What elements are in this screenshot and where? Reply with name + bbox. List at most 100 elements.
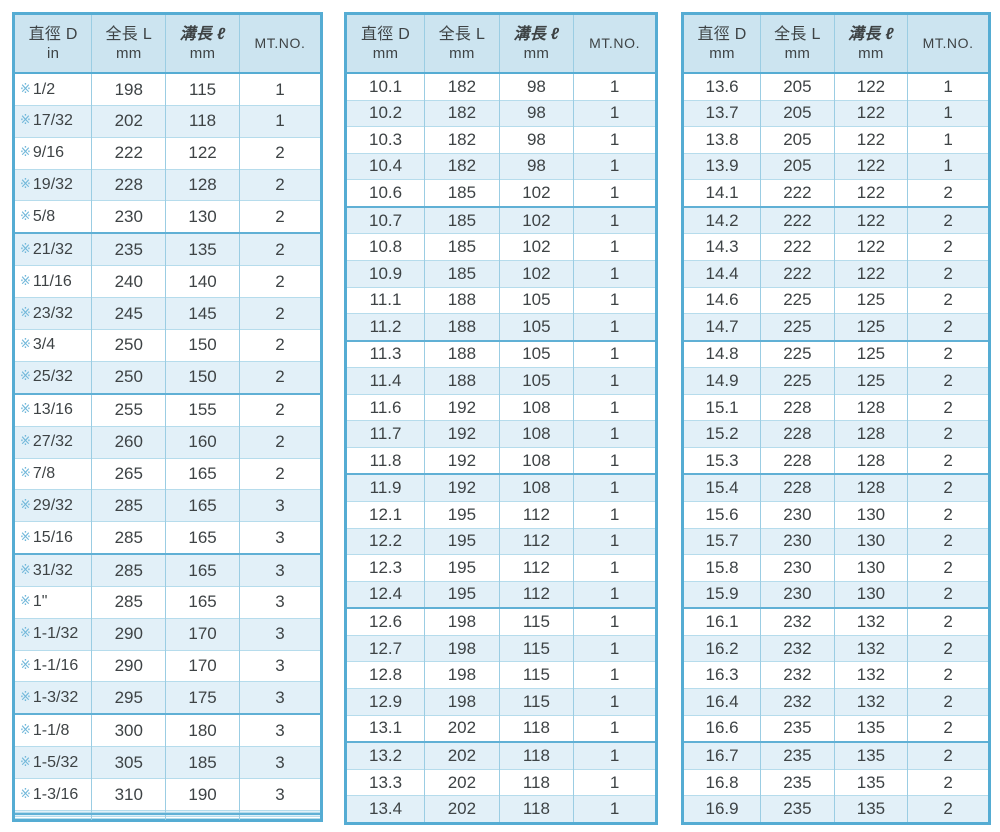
flute-length-cell: 115 — [498, 634, 574, 662]
mt-no-cell: 3 — [238, 746, 320, 779]
diameter-cell: 14.8 — [684, 340, 761, 368]
diameter-cell: ※ 21/32 — [15, 232, 92, 266]
diameter-cell: ※ 31/32 — [15, 553, 92, 587]
mt-no-cell: 2 — [907, 768, 988, 796]
header-diameter-unit: mm — [372, 44, 399, 62]
table-row: 10.4 182 98 1 — [347, 152, 655, 180]
table-row: 16.1 232 132 2 — [684, 607, 988, 636]
flute-length-cell: 165 — [165, 457, 240, 490]
reference-marker-icon: ※ — [20, 528, 31, 544]
mt-no-cell — [238, 817, 320, 819]
flute-length-cell: 112 — [498, 554, 574, 582]
table-row: ※ 27/32 260 160 2 — [15, 425, 320, 459]
diameter-cell: 11.7 — [347, 420, 425, 448]
table-row: 15.6 230 130 2 — [684, 501, 988, 529]
mt-no-cell: 2 — [907, 687, 988, 715]
flute-length-cell: 160 — [165, 425, 240, 459]
overall-length-cell: 195 — [424, 580, 500, 610]
mt-no-cell: 2 — [907, 233, 988, 261]
table-row: 13.8 205 122 1 — [684, 126, 988, 154]
mt-no-cell: 3 — [238, 489, 320, 522]
table-row: 14.8 225 125 2 — [684, 340, 988, 368]
flute-length-cell: 130 — [833, 527, 908, 555]
diameter-cell: ※ 7/8 — [15, 457, 92, 490]
overall-length-cell: 198 — [91, 72, 166, 106]
overall-length-cell: 202 — [424, 714, 500, 744]
mt-no-cell: 2 — [238, 168, 320, 201]
diameter-cell: 15.3 — [684, 446, 761, 476]
flute-length-cell — [165, 811, 240, 816]
diameter-cell: ※ 13/16 — [15, 393, 92, 427]
diameter-cell — [15, 810, 92, 812]
overall-length-cell: 222 — [91, 136, 166, 170]
diameter-cell: ※ 23/32 — [15, 297, 92, 330]
overall-length-cell: 185 — [424, 179, 500, 208]
mt-no-cell: 3 — [238, 586, 320, 619]
table-row: 15.9 230 130 2 — [684, 580, 988, 610]
overall-length-cell: 202 — [424, 795, 500, 822]
flute-length-cell: 118 — [498, 795, 574, 822]
header-mt-no: MT.NO. — [573, 15, 655, 74]
flute-length-cell: 130 — [833, 580, 908, 610]
mt-no-cell: 1 — [573, 501, 655, 529]
table-row: 15.7 230 130 2 — [684, 527, 988, 555]
diameter-cell: 16.1 — [684, 607, 761, 636]
diameter-cell: 15.7 — [684, 527, 761, 555]
overall-length-cell: 235 — [760, 768, 835, 796]
mt-no-cell: 1 — [573, 446, 655, 476]
flute-length-cell: 190 — [165, 778, 240, 811]
table-row: ※ 13/16 255 155 2 — [15, 393, 320, 427]
diameter-cell: ※ 1" — [15, 586, 92, 619]
table-row: 12.6 198 115 1 — [347, 607, 655, 636]
flute-length-cell: 98 — [498, 152, 574, 180]
overall-length-cell: 202 — [91, 105, 166, 138]
flute-length-cell — [165, 810, 240, 812]
flute-length-cell: 130 — [833, 554, 908, 582]
diameter-cell: ※ 17/32 — [15, 105, 92, 138]
diameter-cell: 16.2 — [684, 634, 761, 662]
table-row: 13.6 205 122 1 — [684, 72, 988, 101]
overall-length-cell — [91, 813, 166, 817]
overall-length-cell: 198 — [424, 634, 500, 662]
reference-marker-icon: ※ — [20, 625, 31, 641]
mt-no-cell: 3 — [238, 713, 320, 747]
flute-length-cell: 128 — [833, 393, 908, 421]
mt-no-cell — [238, 810, 320, 812]
flute-length-cell — [165, 817, 240, 819]
table-row: 14.2 222 122 2 — [684, 206, 988, 234]
table-row: 13.1 202 118 1 — [347, 714, 655, 744]
overall-length-cell: 195 — [424, 501, 500, 529]
table-row: ※ 25/32 250 150 2 — [15, 360, 320, 395]
diameter-cell: ※ 1-3/32 — [15, 681, 92, 716]
overall-length-cell: 192 — [424, 446, 500, 476]
mt-no-cell: 1 — [238, 105, 320, 138]
overall-length-cell — [91, 810, 166, 812]
table-row: ※ 21/32 235 135 2 — [15, 232, 320, 266]
overall-length-cell: 232 — [760, 687, 835, 715]
flute-length-cell: 165 — [165, 553, 240, 587]
mt-no-cell: 1 — [907, 126, 988, 154]
mt-no-cell: 3 — [238, 521, 320, 556]
diameter-cell: 10.4 — [347, 152, 425, 180]
reference-marker-icon: ※ — [20, 464, 31, 480]
flute-length-cell: 132 — [833, 661, 908, 689]
diameter-cell: 15.6 — [684, 501, 761, 529]
header-flute-length-label: 溝長 ℓ — [179, 25, 226, 43]
diameter-cell: ※ 1/2 — [15, 72, 92, 106]
header-diameter-unit: in — [47, 44, 60, 62]
flute-length-cell: 115 — [498, 661, 574, 689]
flute-length-cell: 125 — [833, 313, 908, 342]
table-row: 10.6 185 102 1 — [347, 179, 655, 208]
header-flute-length-label: 溝長 ℓ — [847, 25, 894, 43]
flute-length-cell: 132 — [833, 634, 908, 662]
overall-length-cell: 285 — [91, 553, 166, 587]
flute-length-cell: 112 — [498, 501, 574, 529]
reference-marker-icon: ※ — [20, 336, 31, 352]
